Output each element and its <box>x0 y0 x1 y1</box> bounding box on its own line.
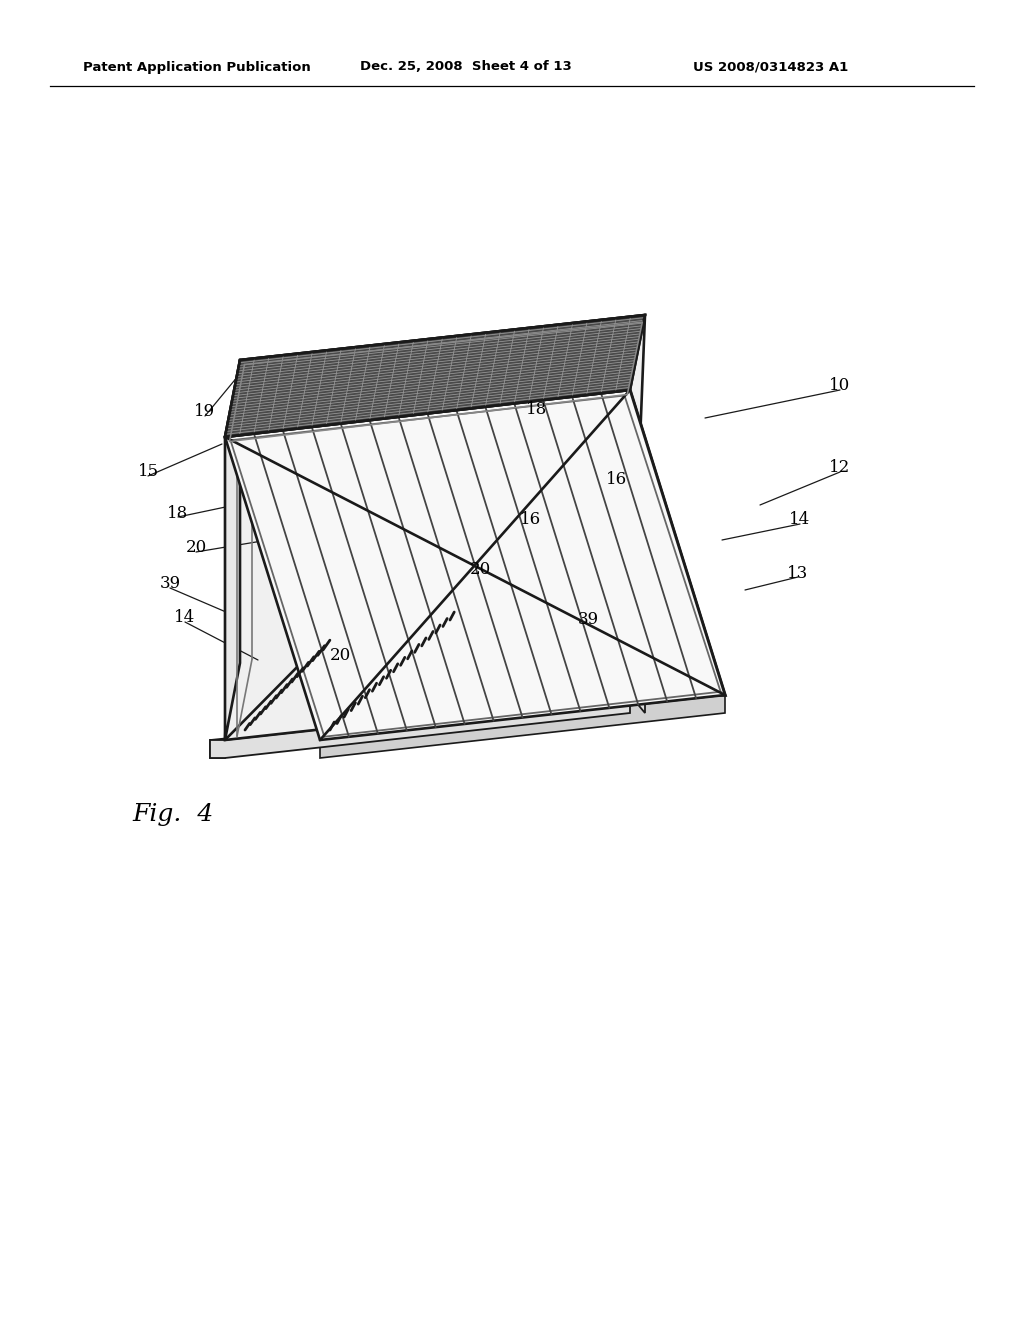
Text: 16: 16 <box>519 511 541 528</box>
Text: Patent Application Publication: Patent Application Publication <box>83 61 310 74</box>
Polygon shape <box>210 696 645 758</box>
Text: 19: 19 <box>195 404 216 421</box>
Text: 18: 18 <box>167 504 188 521</box>
Text: 15: 15 <box>137 463 159 480</box>
Text: 39: 39 <box>578 611 599 628</box>
Text: Dec. 25, 2008  Sheet 4 of 13: Dec. 25, 2008 Sheet 4 of 13 <box>360 61 571 74</box>
Polygon shape <box>319 696 725 758</box>
Polygon shape <box>225 315 645 437</box>
Text: 10: 10 <box>829 376 851 393</box>
Text: 14: 14 <box>174 610 196 627</box>
Text: 13: 13 <box>787 565 809 582</box>
Text: 39: 39 <box>160 576 180 593</box>
Text: 12: 12 <box>829 459 851 477</box>
Text: 20: 20 <box>330 647 350 664</box>
Text: 20: 20 <box>185 540 207 557</box>
Text: Fig.  4: Fig. 4 <box>132 804 213 826</box>
Polygon shape <box>225 389 725 741</box>
Polygon shape <box>210 741 225 758</box>
Polygon shape <box>210 696 645 741</box>
Text: 20: 20 <box>469 561 490 578</box>
Text: 16: 16 <box>606 471 628 488</box>
Polygon shape <box>225 360 240 741</box>
Polygon shape <box>630 389 725 696</box>
Text: 18: 18 <box>526 401 548 418</box>
Polygon shape <box>225 315 645 741</box>
Text: US 2008/0314823 A1: US 2008/0314823 A1 <box>693 61 848 74</box>
Text: 14: 14 <box>790 511 811 528</box>
